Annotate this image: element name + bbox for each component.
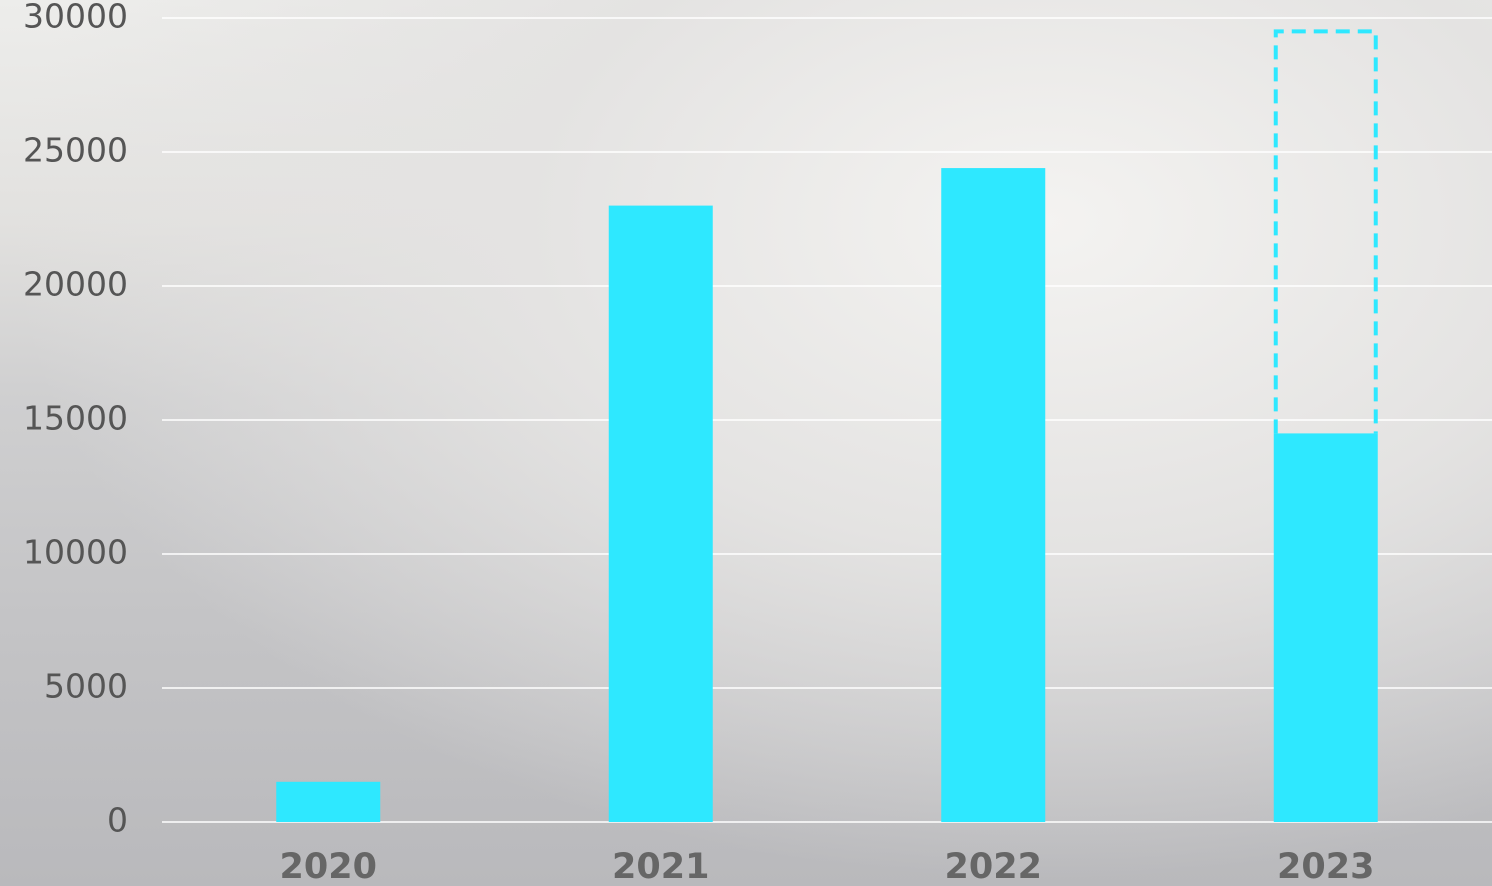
y-tick-label: 0: [107, 801, 128, 840]
bar: [941, 168, 1046, 822]
x-tick-label: 2020: [280, 847, 377, 886]
y-tick-label: 30000: [23, 0, 128, 36]
y-tick-label: 25000: [23, 131, 128, 170]
y-tick-label: 20000: [23, 265, 128, 304]
bar: [1273, 433, 1378, 822]
x-tick-label: 2023: [1277, 847, 1374, 886]
x-tick-label: 2022: [945, 847, 1042, 886]
bar: [608, 205, 713, 823]
x-tick-label: 2021: [612, 847, 709, 886]
projected-outline: [1273, 29, 1378, 434]
y-tick-label: 5000: [44, 667, 128, 706]
y-tick-label: 15000: [23, 399, 128, 438]
y-tick-label: 10000: [23, 533, 128, 572]
bar: [276, 781, 381, 822]
